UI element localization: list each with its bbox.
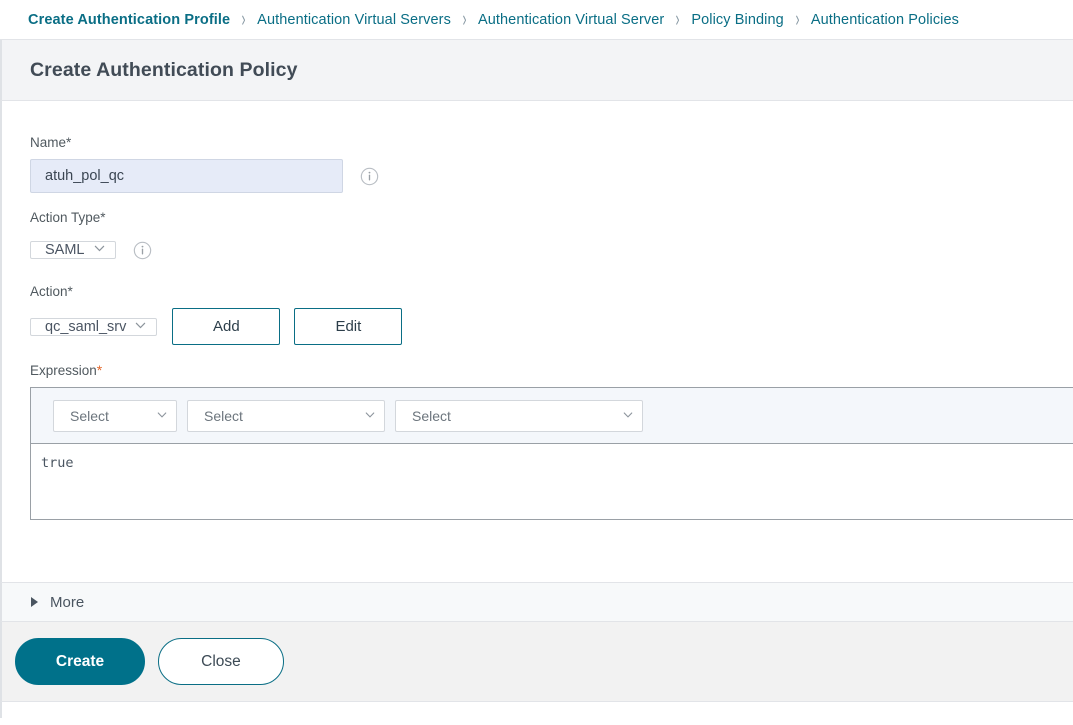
breadcrumb: Create Authentication Profile › Authenti… (0, 0, 1073, 40)
name-label: Name* (30, 135, 72, 150)
breadcrumb-separator-icon: › (675, 7, 680, 32)
expression-field-group: Expression* Select Select Select true (30, 362, 1073, 520)
expression-required-mark: * (96, 362, 103, 378)
expression-selector-bar: Select Select Select (31, 388, 1073, 444)
page-bottom-spacer (0, 702, 1073, 718)
form-area: Name* Action Type* SAML (0, 101, 1073, 582)
expression-label: Expression* (30, 362, 103, 378)
footer-actions: Create Close (0, 622, 1073, 702)
breadcrumb-item-create-authentication-profile[interactable]: Create Authentication Profile (28, 11, 231, 28)
breadcrumb-separator-icon: › (462, 7, 467, 32)
action-type-select-wrapper: SAML (30, 234, 116, 266)
expression-textarea[interactable]: true (41, 455, 74, 471)
name-required-mark: * (66, 135, 72, 150)
breadcrumb-item-policy-binding[interactable]: Policy Binding (691, 11, 784, 28)
expression-select-3[interactable]: Select (395, 399, 643, 432)
action-type-field-group: Action Type* SAML (30, 210, 1073, 266)
create-button[interactable]: Create (15, 638, 145, 685)
close-button[interactable]: Close (158, 638, 284, 685)
breadcrumb-item-authentication-policies[interactable]: Authentication Policies (810, 11, 960, 28)
page-title: Create Authentication Policy (30, 58, 298, 81)
name-info-icon[interactable] (360, 167, 379, 186)
action-required-mark: * (67, 284, 73, 299)
page-title-band: Create Authentication Policy (0, 40, 1073, 101)
action-type-select[interactable]: SAML (30, 241, 116, 259)
action-field-group: Action* qc_saml_srv Add Edit (30, 284, 1073, 345)
action-select[interactable]: qc_saml_srv (30, 317, 158, 336)
expression-builder-panel: Select Select Select true (30, 387, 1073, 520)
action-label: Action* (30, 284, 73, 299)
action-type-required-mark: * (100, 210, 106, 225)
chevron-down-icon (623, 410, 633, 420)
expression-select-2[interactable]: Select (187, 399, 385, 432)
name-input[interactable] (30, 159, 343, 193)
name-field-group: Name* (30, 135, 1073, 193)
chevron-down-icon (157, 410, 167, 420)
add-action-button[interactable]: Add (172, 308, 281, 345)
edit-action-button[interactable]: Edit (294, 308, 403, 345)
breadcrumb-item-authentication-virtual-server[interactable]: Authentication Virtual Server (477, 11, 665, 28)
breadcrumb-separator-icon: › (241, 7, 246, 32)
action-select-wrapper: qc_saml_srv (30, 311, 158, 343)
more-label: More (50, 593, 85, 611)
action-type-info-icon[interactable] (133, 241, 152, 260)
breadcrumb-separator-icon: › (795, 7, 800, 32)
triangle-right-icon (31, 597, 38, 607)
more-section-toggle[interactable]: More (0, 582, 1073, 622)
breadcrumb-item-authentication-virtual-servers[interactable]: Authentication Virtual Servers (257, 11, 451, 28)
expression-select-1[interactable]: Select (53, 399, 177, 432)
action-type-label: Action Type* (30, 210, 106, 225)
chevron-down-icon (365, 410, 375, 420)
